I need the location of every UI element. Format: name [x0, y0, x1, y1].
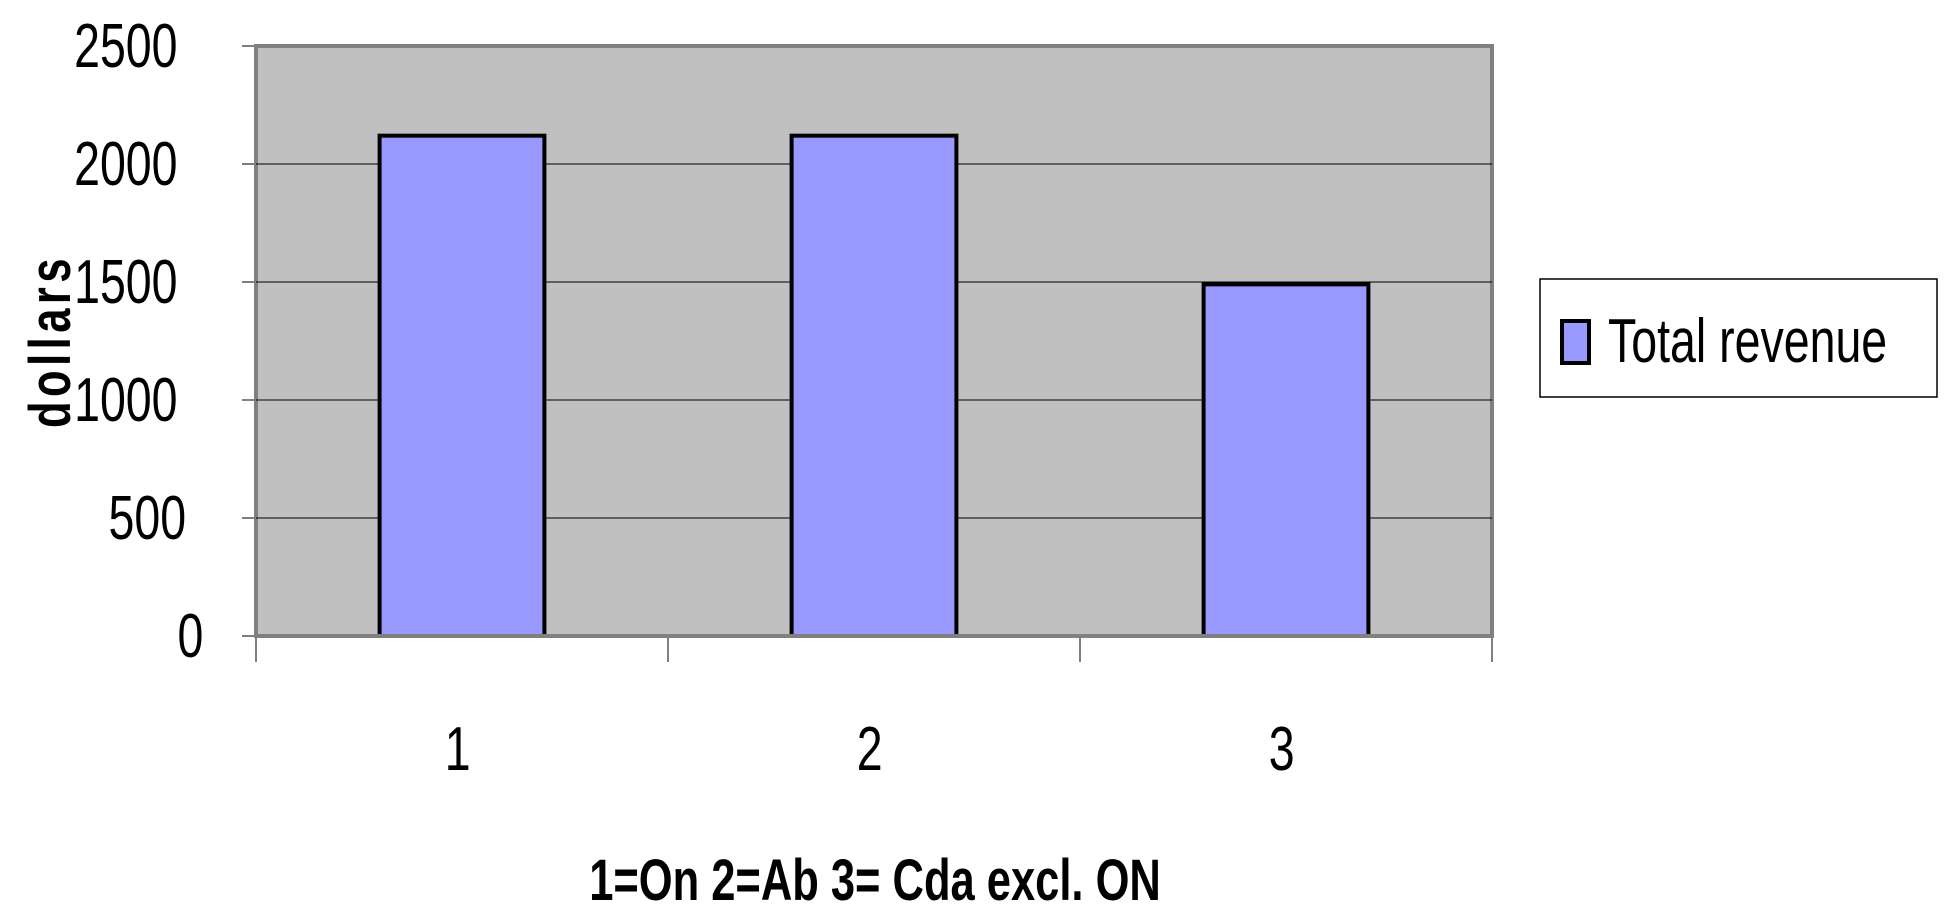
y-tick-label: 0	[178, 600, 204, 670]
legend: Total revenue	[1539, 278, 1938, 398]
y-tick-label: 1000	[74, 364, 177, 434]
y-tick-label: 2500	[74, 10, 177, 80]
legend-label: Total revenue	[1608, 305, 1887, 375]
bar	[789, 133, 959, 638]
x-tick-label: 1	[445, 713, 471, 783]
y-tick-label: 500	[109, 482, 187, 552]
tick-labels: 0 500 1000 1500 2000 2500 1 2 3	[74, 10, 1295, 783]
axes	[242, 45, 1493, 662]
x-tick-label: 3	[1269, 713, 1295, 783]
y-tick-label: 1500	[74, 246, 177, 316]
bar	[377, 133, 547, 638]
y-tick-label: 2000	[74, 128, 177, 198]
y-axis-title: dollars	[18, 254, 82, 428]
x-tick-label: 2	[857, 713, 883, 783]
legend-box	[1539, 278, 1938, 398]
legend-swatch	[1560, 319, 1591, 365]
x-axis-title: 1=On 2=Ab 3= Cda excl. ON	[589, 848, 1161, 906]
bar	[1201, 282, 1371, 638]
